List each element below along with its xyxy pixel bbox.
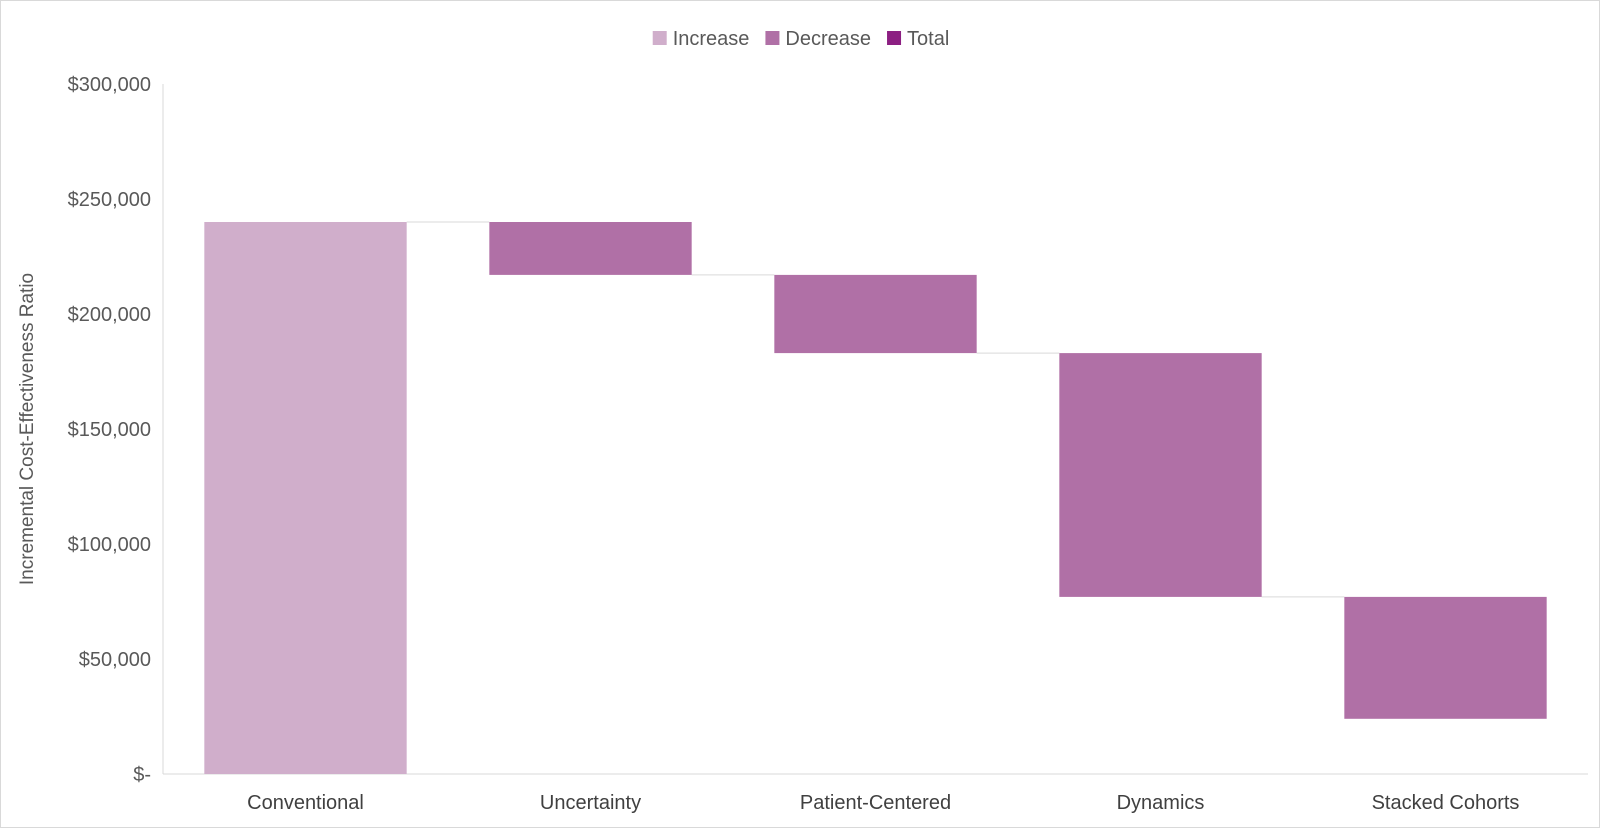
- category-label: Stacked Cohorts: [1372, 792, 1520, 814]
- bars: [204, 222, 1547, 774]
- bar-dynamics: [1059, 353, 1262, 597]
- legend: Increase Decrease Total: [652, 28, 949, 50]
- category-label: Patient-Centered: [800, 792, 951, 814]
- y-tick-label: $100,000: [68, 534, 151, 556]
- legend-swatch-total: [887, 31, 902, 45]
- legend-label-increase: Increase: [673, 28, 750, 50]
- y-tick-label: $250,000: [68, 189, 151, 211]
- legend-swatch-increase: [652, 31, 667, 45]
- y-tick-label: $200,000: [68, 304, 151, 326]
- connector-lines: [406, 221, 1345, 598]
- category-labels: Conventional Uncertainty Patient-Centered D…: [247, 792, 1519, 814]
- category-label: Conventional: [247, 792, 364, 814]
- category-label: Dynamics: [1117, 792, 1205, 814]
- bar-stacked-cohorts: [1344, 596, 1547, 719]
- bar-conventional: [204, 222, 407, 774]
- legend-label-total: Total: [907, 28, 949, 50]
- legend-swatch-decrease: [765, 31, 780, 45]
- y-tick-label: $150,000: [68, 419, 151, 441]
- bar-uncertainty: [489, 222, 692, 275]
- bar-patient-centered: [774, 274, 977, 354]
- y-tick-label: $-: [133, 764, 151, 786]
- category-label: Uncertainty: [540, 792, 641, 814]
- y-tick-label: $50,000: [79, 649, 151, 671]
- y-tick-label: $300,000: [68, 74, 151, 96]
- y-tick-labels: $- $50,000 $100,000 $150,000 $200,000 $250,00…: [68, 74, 151, 786]
- y-axis-title: Incremental Cost-Effectiveness Ratio: [17, 273, 38, 585]
- legend-label-decrease: Decrease: [785, 28, 871, 50]
